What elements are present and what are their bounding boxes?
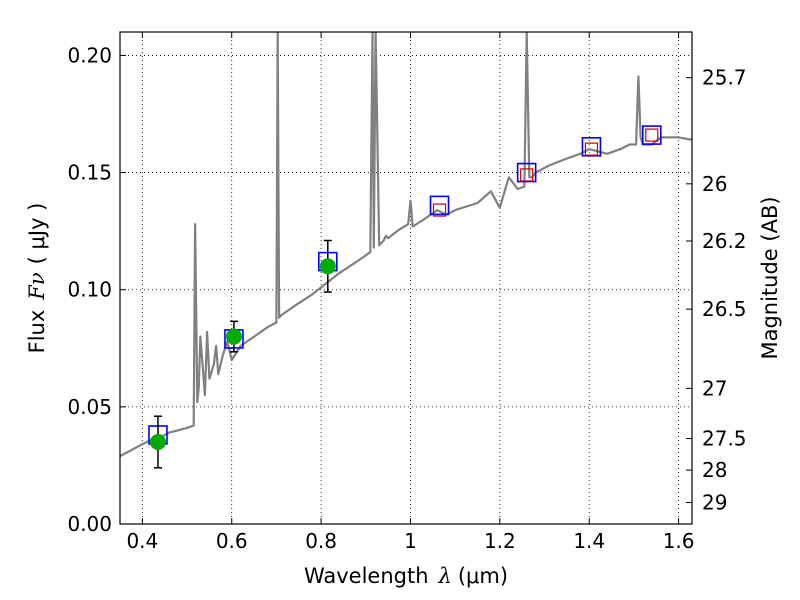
- model-photometry-point: [641, 125, 662, 145]
- y-tick-label: 0.00: [67, 512, 112, 536]
- x-tick-label: 1.2: [484, 529, 516, 553]
- mag-tick-label: 27: [702, 376, 727, 400]
- spectrum-line: [120, 32, 692, 458]
- y-tick-label: 0.20: [67, 43, 112, 67]
- synthetic-photometry-point: [645, 128, 659, 142]
- y-axis-label: FluxFν( μJy ): [25, 203, 49, 354]
- mag-tick-label: 28: [702, 458, 727, 482]
- mag-tick-label: 29: [702, 490, 727, 514]
- x-tick-label: 0.4: [126, 529, 158, 553]
- observed-point: [319, 258, 336, 275]
- model-photometry-point: [581, 137, 602, 157]
- mag-tick-label: 26: [702, 172, 727, 196]
- grid: [120, 32, 692, 525]
- observed-point: [225, 328, 242, 345]
- mag-tick-label: 26.2: [702, 229, 747, 253]
- model-photometry-point: [429, 195, 450, 216]
- y-tick-label: 0.10: [67, 278, 112, 302]
- x-tick-label: 0.6: [216, 529, 248, 553]
- synthetic-photometry-point: [520, 168, 534, 182]
- synthetic-photometry-point: [432, 203, 447, 217]
- y-tick-label: 0.05: [67, 395, 112, 419]
- x-axis-label: Wavelength λ (μm): [304, 564, 508, 588]
- mag-tick-label: 27.5: [702, 426, 747, 450]
- right-axis-label: Magnitude (AB): [758, 196, 782, 359]
- y-tick-label: 0.15: [67, 161, 112, 185]
- plot-frame: [119, 31, 693, 525]
- x-tick-label: 1.6: [663, 529, 695, 553]
- mag-tick-label: 26.5: [702, 297, 747, 321]
- x-tick-label: 1.4: [573, 529, 605, 553]
- model-photometry-point: [516, 162, 537, 183]
- x-tick-label: 0.8: [305, 529, 337, 553]
- x-tick-label: 1: [404, 529, 417, 553]
- observed-point: [149, 434, 166, 450]
- mag-tick-label: 25.7: [702, 66, 747, 90]
- synthetic-photometry-point: [584, 142, 599, 156]
